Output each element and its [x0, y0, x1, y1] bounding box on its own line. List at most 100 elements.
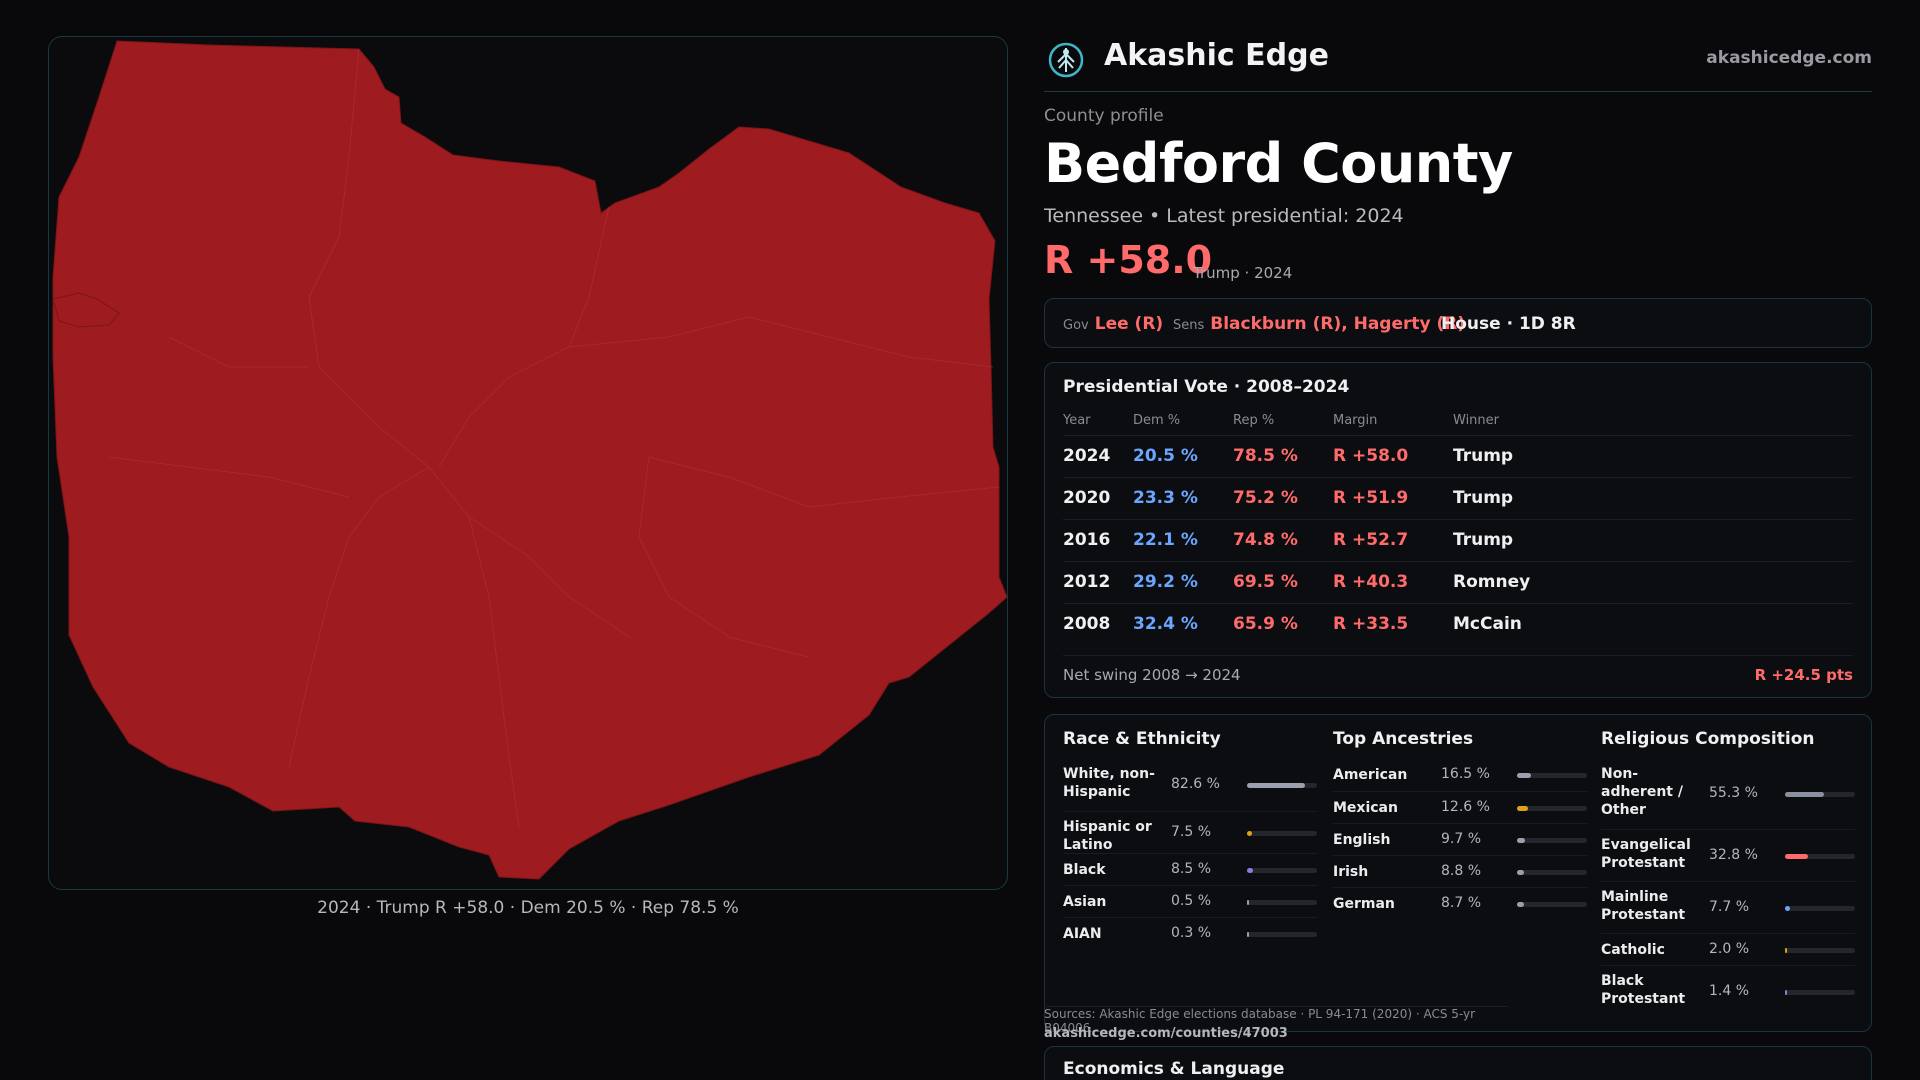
ancestries-title: Top Ancestries: [1333, 729, 1474, 749]
col-header-rep: Rep %: [1233, 413, 1275, 428]
race-bar-fill: [1247, 831, 1253, 836]
religion-value: 32.8 %: [1709, 847, 1758, 863]
latest-margin-note: Trump · 2024: [1193, 264, 1293, 282]
religion-title: Religious Composition: [1601, 729, 1815, 749]
col-header-margin: Margin: [1333, 413, 1378, 428]
col-header-dem: Dem %: [1133, 413, 1181, 428]
race-row: Hispanic or Latino 7.5 %: [1063, 811, 1317, 853]
county-map-svg: [52, 40, 1007, 880]
page-kicker: County profile: [1044, 106, 1164, 126]
cell-margin: R +58.0: [1333, 446, 1409, 466]
table-row[interactable]: 2012 29.2 % 69.5 % R +40.3 Romney: [1063, 561, 1853, 603]
cell-winner: Trump: [1453, 446, 1514, 466]
ancestries-bar-fill: [1517, 838, 1526, 843]
race-label: White, non-Hispanic: [1063, 766, 1155, 800]
religion-value: 7.7 %: [1709, 899, 1750, 915]
table-row[interactable]: 2016 22.1 % 74.8 % R +52.7 Trump: [1063, 519, 1853, 561]
cell-rep: 65.9 %: [1233, 614, 1298, 634]
race-row: Black 8.5 %: [1063, 853, 1317, 885]
race-bar-fill: [1247, 932, 1249, 937]
economics-card: Economics & Language: [1044, 1046, 1872, 1080]
cell-year: 2024: [1063, 446, 1111, 466]
ancestries-value: 12.6 %: [1441, 799, 1490, 815]
religion-value: 2.0 %: [1709, 941, 1750, 957]
cell-dem: 23.3 %: [1133, 488, 1198, 508]
cell-margin: R +40.3: [1333, 572, 1409, 592]
religion-bar: [1785, 854, 1855, 859]
map-edge-notch: [52, 292, 120, 328]
presidential-title: Presidential Vote · 2008–2024: [1063, 377, 1350, 397]
map-caption: 2024 · Trump R +58.0 · Dem 20.5 % · Rep …: [317, 898, 739, 918]
religion-label: Catholic: [1601, 942, 1665, 958]
race-bar: [1247, 932, 1317, 937]
religion-bar-fill: [1785, 792, 1824, 797]
cell-year: 2020: [1063, 488, 1111, 508]
race-label: Asian: [1063, 894, 1107, 910]
religion-row: Catholic 2.0 %: [1601, 933, 1855, 965]
col-header-winner: Winner: [1453, 413, 1500, 428]
source-url[interactable]: akashicedge.com/counties/47003: [1044, 1026, 1288, 1041]
table-row[interactable]: 2020 23.3 % 75.2 % R +51.9 Trump: [1063, 477, 1853, 519]
race-value: 0.5 %: [1171, 893, 1212, 909]
religion-row: Black Protestant 1.4 %: [1601, 965, 1855, 1017]
table-row[interactable]: 2024 20.5 % 78.5 % R +58.0 Trump: [1063, 435, 1853, 477]
officials-card: Gov Lee (R) Sens Blackburn (R), Hagerty (R…: [1044, 298, 1872, 348]
tree-globe-icon[interactable]: [1046, 40, 1086, 80]
religion-label: Black Protestant: [1601, 973, 1686, 1007]
latest-margin: R +58.0: [1044, 238, 1213, 282]
religion-bar-fill: [1785, 906, 1791, 911]
state-subline: Tennessee • Latest presidential: 2024: [1044, 205, 1404, 227]
religion-bar: [1785, 990, 1855, 995]
ancestries-value: 8.8 %: [1441, 863, 1482, 879]
ancestries-bar: [1517, 773, 1587, 778]
race-title: Race & Ethnicity: [1063, 729, 1221, 749]
site-link[interactable]: akashicedge.com: [1706, 48, 1872, 68]
religion-label: Mainline Protestant: [1601, 889, 1686, 923]
religion-row: Mainline Protestant 7.7 %: [1601, 881, 1855, 933]
ancestries-bar: [1517, 838, 1587, 843]
governor-label: Gov: [1063, 318, 1089, 333]
cell-dem: 20.5 %: [1133, 446, 1198, 466]
ancestries-bar-fill: [1517, 870, 1525, 875]
sources-note: Sources: Akashic Edge elections database…: [1044, 1006, 1508, 1035]
senators: Sens Blackburn (R), Hagerty (R): [1173, 314, 1465, 334]
race-bar-fill: [1247, 900, 1249, 905]
cell-year: 2016: [1063, 530, 1111, 550]
race-value: 0.3 %: [1171, 925, 1212, 941]
ancestries-label: Irish: [1333, 864, 1369, 880]
county-shape[interactable]: [52, 40, 1007, 880]
net-swing-row: Net swing 2008 → 2024 R +24.5 pts: [1063, 655, 1853, 684]
religion-bar-fill: [1785, 854, 1808, 859]
ancestries-label: American: [1333, 767, 1408, 783]
cell-winner: McCain: [1453, 614, 1522, 634]
senators-label: Sens: [1173, 318, 1205, 333]
net-swing-value: R +24.5 pts: [1754, 666, 1853, 684]
race-row: White, non-Hispanic 82.6 %: [1063, 759, 1317, 811]
religion-bar-fill: [1785, 948, 1787, 953]
ancestries-value: 9.7 %: [1441, 831, 1482, 847]
table-row[interactable]: 2008 32.4 % 65.9 % R +33.5 McCain: [1063, 603, 1853, 645]
religion-bar: [1785, 906, 1855, 911]
cell-dem: 32.4 %: [1133, 614, 1198, 634]
governor-name: Lee (R): [1094, 314, 1164, 334]
race-value: 82.6 %: [1171, 776, 1220, 792]
ancestries-bar: [1517, 806, 1587, 811]
ancestries-label: Mexican: [1333, 800, 1398, 816]
cell-winner: Trump: [1453, 530, 1514, 550]
ancestries-row: American 16.5 %: [1333, 759, 1587, 791]
ancestries-bar: [1517, 902, 1587, 907]
brand-name[interactable]: Akashic Edge: [1104, 38, 1329, 73]
house-delegation: House · 1D 8R: [1441, 314, 1576, 334]
cell-winner: Trump: [1453, 488, 1514, 508]
religion-value: 1.4 %: [1709, 983, 1750, 999]
religion-bar: [1785, 792, 1855, 797]
race-label: AIAN: [1063, 926, 1102, 942]
race-bar: [1247, 900, 1317, 905]
district-lines: [108, 48, 1000, 828]
race-value: 8.5 %: [1171, 861, 1212, 877]
ancestries-bar: [1517, 870, 1587, 875]
county-map[interactable]: [48, 36, 1008, 890]
economics-title: Economics & Language: [1063, 1059, 1285, 1079]
cell-dem: 22.1 %: [1133, 530, 1198, 550]
race-bar-fill: [1247, 783, 1305, 788]
